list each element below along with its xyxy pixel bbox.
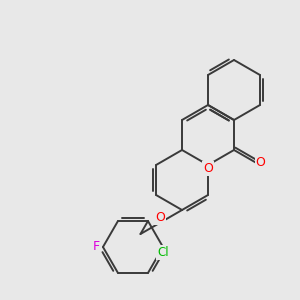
Text: Cl: Cl — [157, 246, 169, 259]
Text: O: O — [155, 211, 165, 224]
Text: O: O — [256, 156, 266, 169]
Text: F: F — [93, 241, 100, 254]
Text: O: O — [203, 161, 213, 175]
